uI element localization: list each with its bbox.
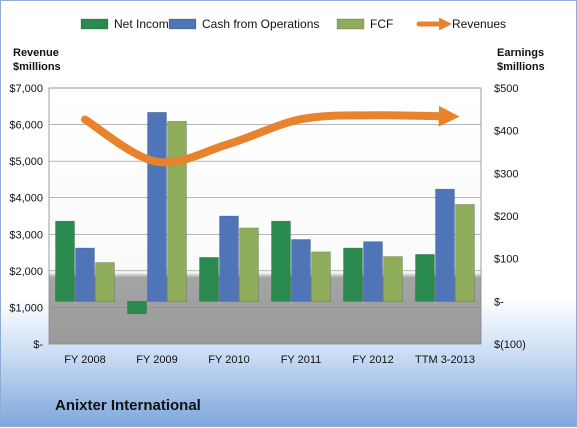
left-tick-label: $2,000 [9, 266, 43, 278]
x-tick-label: FY 2008 [64, 354, 105, 366]
right-tick-label: $- [494, 296, 504, 308]
x-tick-label: FY 2009 [136, 354, 177, 366]
right-tick-label: $(100) [494, 339, 526, 351]
bar-fcf [239, 227, 259, 302]
legend-swatch [168, 18, 197, 30]
bar-cash-from-operations [75, 247, 95, 302]
revenue-point [300, 118, 302, 120]
revenue-point [156, 161, 158, 163]
left-tick-label: $4,000 [9, 193, 43, 205]
legend-label: FCF [370, 17, 393, 31]
bar-net-income [55, 220, 75, 302]
revenue-point [84, 119, 86, 121]
bar-net-income [415, 254, 435, 302]
bar-fcf [95, 262, 115, 302]
left-axis-title: Revenue [13, 47, 59, 59]
left-axis-unit: $millions [13, 61, 61, 73]
bar-fcf [383, 256, 403, 302]
x-tick-label: FY 2010 [208, 354, 249, 366]
legend-swatch [80, 18, 109, 30]
revenue-point [372, 114, 374, 116]
x-tick-label: FY 2011 [281, 354, 322, 366]
left-tick-label: $7,000 [9, 83, 43, 95]
bar-net-income [271, 220, 291, 302]
bar-cash-from-operations [219, 215, 239, 302]
right-tick-label: $400 [494, 126, 518, 138]
right-axis-unit: $millions [497, 61, 545, 73]
x-tick-label: TTM 3-2013 [415, 354, 475, 366]
revenue-line [81, 105, 460, 167]
bar-cash-from-operations [363, 241, 383, 302]
right-tick-label: $200 [494, 211, 518, 223]
bar-cash-from-operations [147, 112, 167, 302]
legend-label: Cash from Operations [202, 17, 319, 31]
bar-net-income [343, 247, 363, 302]
left-tick-label: $- [33, 339, 43, 351]
bar-fcf [455, 204, 475, 302]
legend-label: Net Income [114, 17, 176, 31]
right-axis-title: Earnings [497, 47, 544, 59]
right-tick-label: $300 [494, 168, 518, 180]
bar-cash-from-operations [435, 188, 455, 302]
legend-swatch [336, 18, 365, 30]
plot-area [48, 87, 482, 345]
bar-net-income [199, 257, 219, 302]
bar-fcf [167, 120, 187, 302]
bar-cash-from-operations [291, 239, 311, 302]
left-tick-label: $3,000 [9, 229, 43, 241]
right-tick-label: $100 [494, 254, 518, 266]
bar-fcf [311, 251, 331, 302]
right-tick-label: $500 [494, 83, 518, 95]
bar-net-income [127, 301, 147, 315]
revenue-point [444, 115, 446, 117]
revenue-point [228, 143, 230, 145]
left-tick-label: $1,000 [9, 302, 43, 314]
left-tick-label: $6,000 [9, 120, 43, 132]
legend-label: Revenues [452, 17, 506, 31]
left-tick-label: $5,000 [9, 156, 43, 168]
x-tick-label: FY 2012 [352, 354, 393, 366]
company-name: Anixter International [55, 397, 201, 414]
